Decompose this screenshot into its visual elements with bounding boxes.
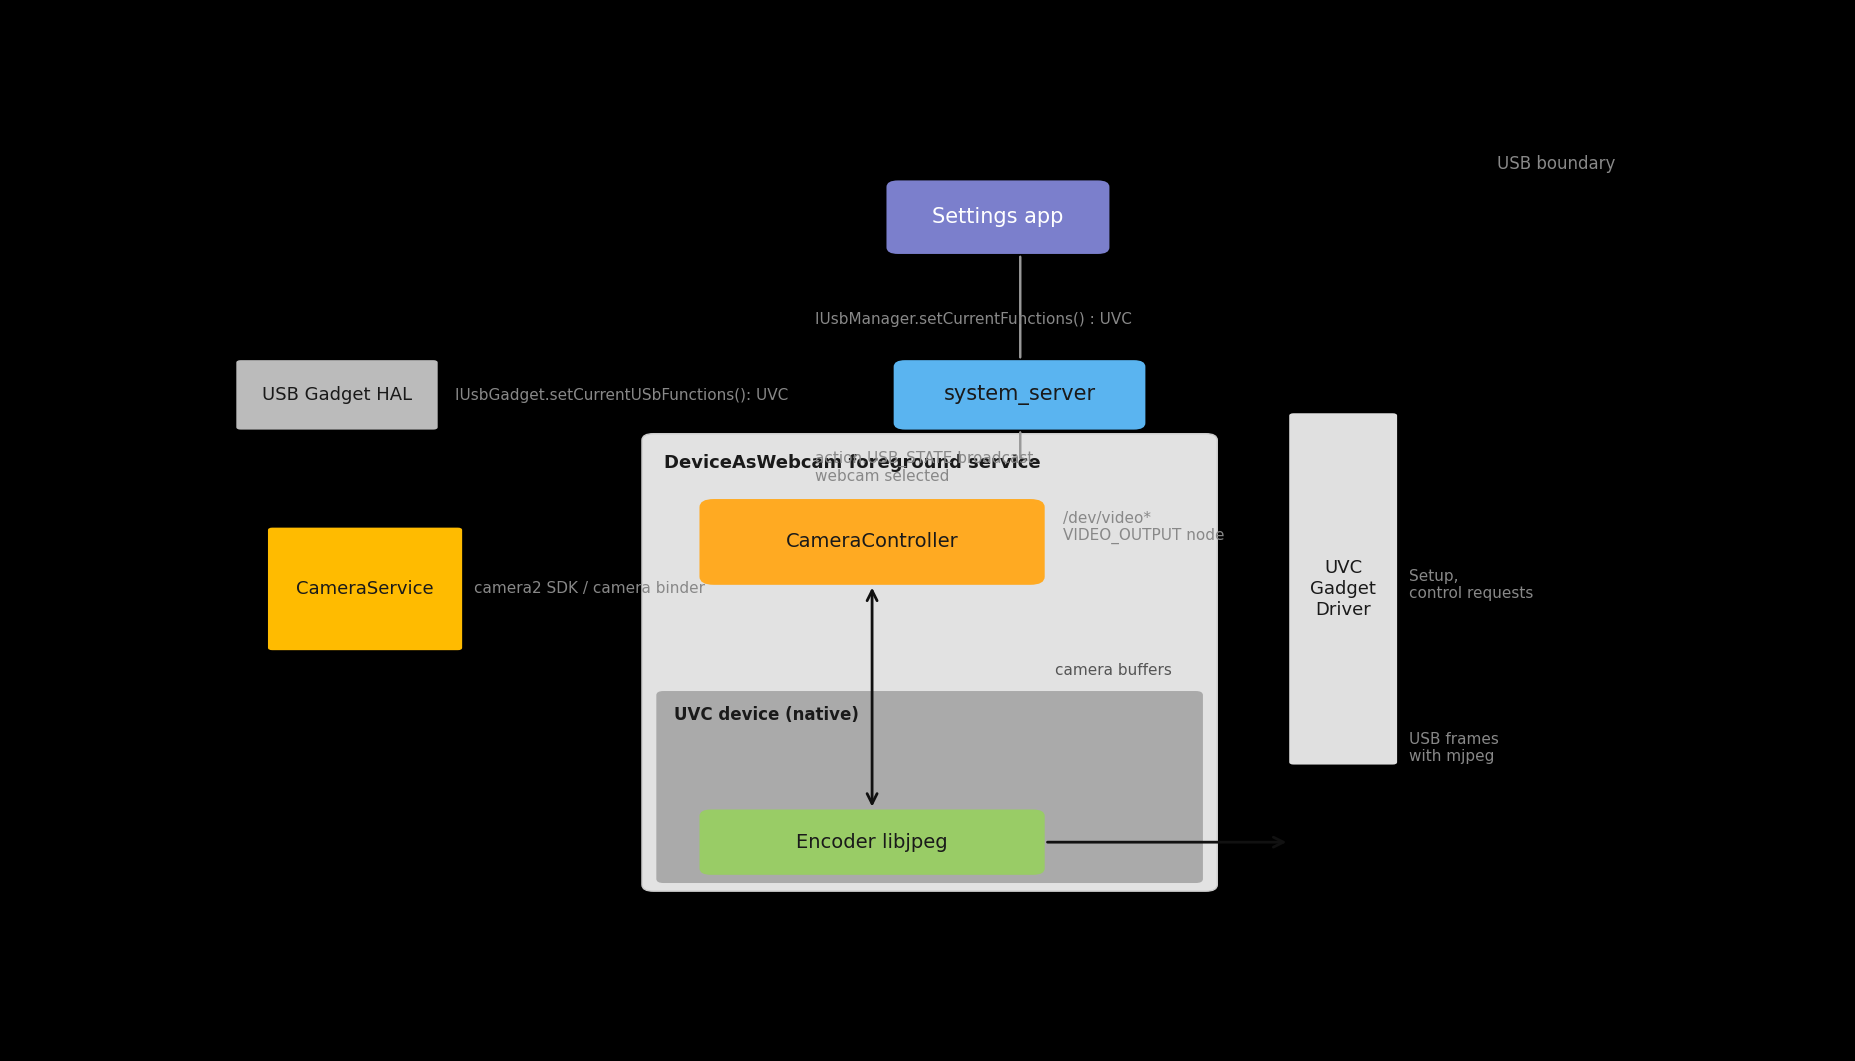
Text: camera buffers: camera buffers (1054, 663, 1171, 678)
FancyBboxPatch shape (894, 360, 1145, 430)
FancyBboxPatch shape (657, 691, 1202, 883)
Text: camera2 SDK / camera binder: camera2 SDK / camera binder (473, 581, 705, 596)
Text: CameraService: CameraService (297, 580, 434, 598)
Text: USB boundary: USB boundary (1497, 155, 1616, 173)
Text: CameraController: CameraController (785, 533, 957, 552)
FancyBboxPatch shape (699, 499, 1044, 585)
FancyBboxPatch shape (236, 360, 438, 430)
FancyBboxPatch shape (642, 434, 1217, 891)
FancyBboxPatch shape (267, 527, 462, 650)
FancyBboxPatch shape (699, 810, 1044, 875)
Text: Encoder libjpeg: Encoder libjpeg (796, 833, 948, 852)
Text: Settings app: Settings app (931, 207, 1063, 227)
Text: Setup,
control requests: Setup, control requests (1408, 569, 1532, 601)
Text: USB frames
with mjpeg: USB frames with mjpeg (1408, 732, 1497, 764)
Text: UVC
Gadget
Driver: UVC Gadget Driver (1310, 559, 1375, 619)
Text: USB Gadget HAL: USB Gadget HAL (262, 386, 412, 404)
Text: /dev/video*
VIDEO_OUTPUT node: /dev/video* VIDEO_OUTPUT node (1063, 510, 1224, 544)
FancyBboxPatch shape (1289, 413, 1397, 765)
Text: IUsbManager.setCurrentFunctions() : UVC: IUsbManager.setCurrentFunctions() : UVC (814, 312, 1132, 327)
Text: IUsbGadget.setCurrentUSbFunctions(): UVC: IUsbGadget.setCurrentUSbFunctions(): UVC (454, 387, 788, 403)
Text: system_server: system_server (942, 385, 1094, 405)
FancyBboxPatch shape (887, 180, 1109, 254)
Text: DeviceAsWebcam foreground service: DeviceAsWebcam foreground service (664, 454, 1039, 472)
Text: action.USB_STATE broadcast
webcam selected: action.USB_STATE broadcast webcam select… (814, 450, 1033, 484)
Text: UVC device (native): UVC device (native) (673, 706, 859, 724)
